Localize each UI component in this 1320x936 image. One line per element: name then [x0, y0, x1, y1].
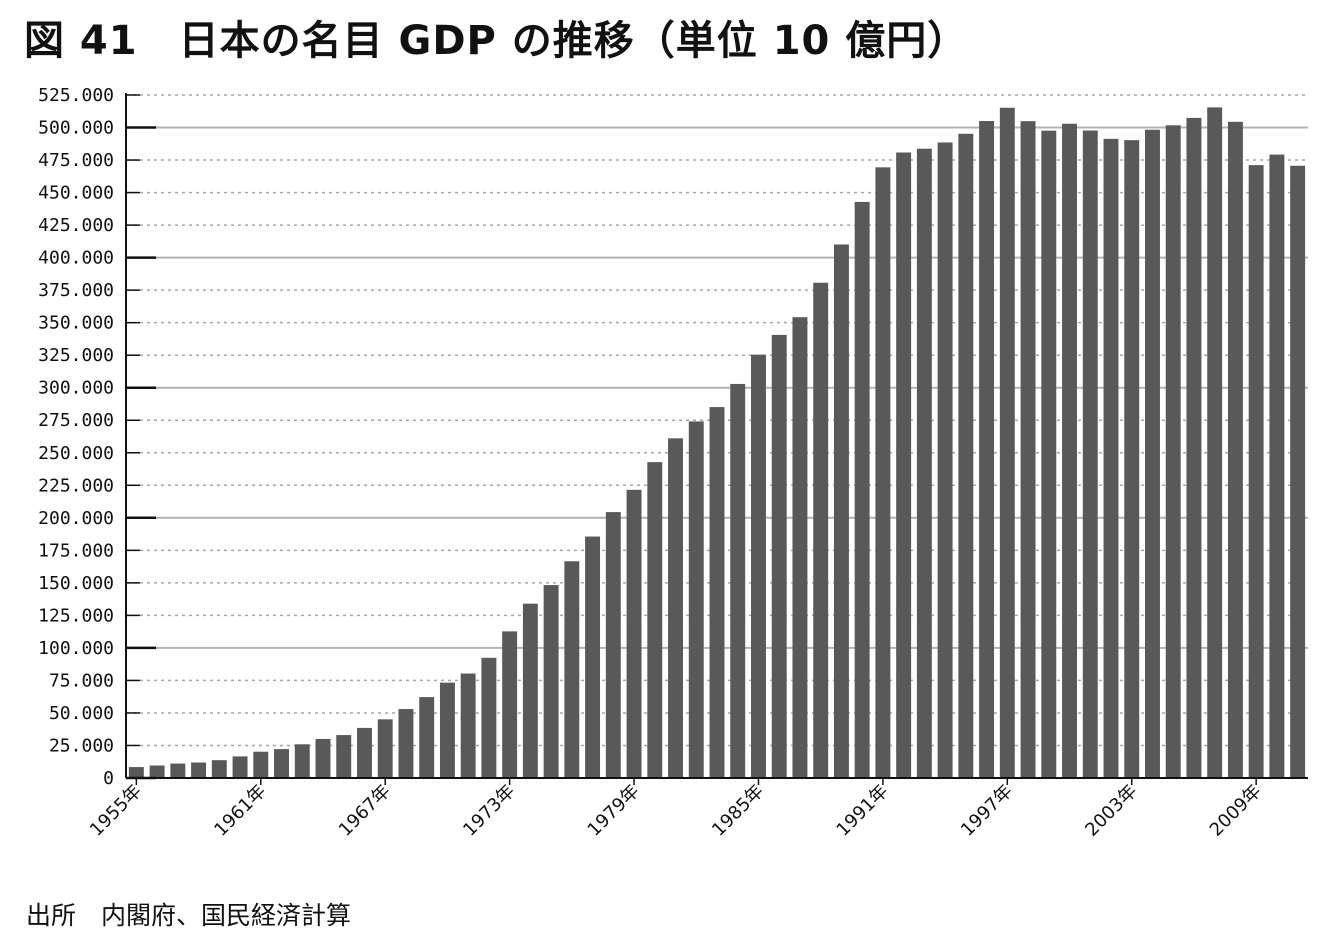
- bar-1958: [191, 762, 207, 778]
- bar-1990: [854, 201, 870, 778]
- y-tick-label: 350.000: [38, 313, 114, 334]
- bar-1993: [916, 148, 932, 779]
- bar-1972: [481, 657, 497, 778]
- bar-1956: [149, 765, 165, 778]
- y-tick-label: 75.000: [49, 670, 114, 691]
- y-tick-label: 50.000: [49, 703, 114, 724]
- y-tick-label: 425.000: [38, 215, 114, 236]
- bar-1994: [937, 142, 953, 779]
- bar-1970: [439, 682, 455, 778]
- bar-1997: [999, 107, 1015, 778]
- y-tick-label: 325.000: [38, 345, 114, 366]
- bar-1988: [813, 282, 829, 778]
- y-tick-label: 25.000: [49, 735, 114, 756]
- bar-series: [128, 107, 1306, 779]
- x-tick-label: 1955年: [86, 781, 146, 841]
- bar-1977: [585, 536, 601, 778]
- chart-title: 図 41 日本の名目 GDP の推移（単位 10 億円）: [24, 18, 969, 64]
- y-tick-label: 275.000: [38, 410, 114, 431]
- bar-1971: [460, 673, 476, 778]
- bar-1989: [833, 244, 849, 779]
- y-tick-label: 150.000: [38, 573, 114, 594]
- bar-1980: [647, 462, 663, 778]
- y-tick-label: 100.000: [38, 638, 114, 659]
- bar-1967: [377, 719, 393, 778]
- y-tick-label: 375.000: [38, 280, 114, 301]
- bar-1965: [336, 735, 352, 778]
- bar-1985: [751, 354, 766, 778]
- bar-2010: [1269, 154, 1285, 778]
- bar-1960: [232, 756, 248, 778]
- bar-2001: [1082, 130, 1098, 778]
- bar-1992: [896, 152, 912, 778]
- bar-2004: [1145, 129, 1160, 779]
- y-tick-label: 525.000: [38, 85, 114, 106]
- x-tick-label: 1967年: [335, 781, 395, 841]
- bar-2011: [1290, 165, 1306, 778]
- bar-1973: [502, 631, 518, 778]
- bar-1962: [274, 749, 289, 778]
- bar-1999: [1041, 130, 1057, 778]
- y-tick-label: 300.000: [38, 378, 114, 399]
- bar-2002: [1103, 138, 1119, 779]
- x-tick-label: 1961年: [210, 781, 270, 841]
- bar-2003: [1124, 140, 1140, 778]
- bar-1986: [771, 334, 787, 778]
- x-tick-label: 1973年: [459, 781, 519, 841]
- y-tick-label: 250.000: [38, 443, 114, 464]
- bar-2008: [1227, 121, 1243, 779]
- bar-1982: [688, 421, 704, 778]
- bar-1961: [253, 751, 269, 778]
- x-tick-label: 1997年: [957, 781, 1017, 841]
- x-tick-label: 1979年: [584, 781, 644, 841]
- bar-2000: [1062, 123, 1077, 778]
- bar-1974: [522, 603, 538, 778]
- bar-1996: [979, 121, 995, 778]
- bar-1955: [128, 767, 144, 778]
- x-tick-label: 2009年: [1206, 781, 1266, 841]
- bar-2006: [1186, 117, 1202, 778]
- y-tick-label: 200.000: [38, 508, 114, 529]
- x-tick-label: 2003年: [1081, 781, 1141, 841]
- bar-1979: [626, 489, 642, 778]
- bar-1998: [1020, 121, 1036, 778]
- bar-1987: [792, 317, 808, 778]
- x-tick-label: 1985年: [708, 781, 768, 841]
- bar-1991: [875, 167, 891, 778]
- bar-1984: [730, 383, 746, 778]
- y-tick-label: 125.000: [38, 605, 114, 626]
- bar-1969: [419, 697, 435, 778]
- bar-1966: [357, 727, 372, 778]
- y-tick-label: 400.000: [38, 248, 114, 269]
- y-tick-label: 225.000: [38, 475, 114, 496]
- bar-1983: [709, 407, 725, 778]
- x-tick-label: 1991年: [832, 781, 892, 841]
- bar-1968: [398, 709, 414, 778]
- bar-1995: [958, 133, 974, 778]
- source-note: 出所 内閣府、国民経済計算: [26, 901, 352, 930]
- y-tick-label: 450.000: [38, 183, 114, 204]
- bar-2007: [1207, 107, 1223, 779]
- chart-axes: [125, 93, 1308, 785]
- bar-1976: [564, 561, 580, 778]
- bar-chart: 0 25.000 50.000 75.000 100.000 125.000 150.000…: [38, 85, 1308, 841]
- bar-1963: [294, 744, 310, 778]
- bar-2009: [1248, 165, 1264, 778]
- bar-2005: [1165, 125, 1181, 778]
- bar-1959: [211, 760, 227, 778]
- bar-1975: [543, 585, 559, 778]
- bar-1964: [315, 738, 331, 778]
- y-tick-label: 0: [103, 768, 114, 789]
- bar-1981: [668, 438, 683, 778]
- bar-1978: [605, 512, 621, 778]
- y-tick-label: 500.000: [38, 118, 114, 139]
- y-tick-label: 175.000: [38, 540, 114, 561]
- y-tick-label: 475.000: [38, 150, 114, 171]
- x-axis-tick-labels: 1955年 1961年 1967年 1973年 1979年 1985年 1991年 1997年…: [86, 781, 1266, 841]
- bar-1957: [170, 763, 186, 778]
- y-axis-tick-labels: 0 25.000 50.000 75.000 100.000 125.000 150.000…: [38, 85, 114, 789]
